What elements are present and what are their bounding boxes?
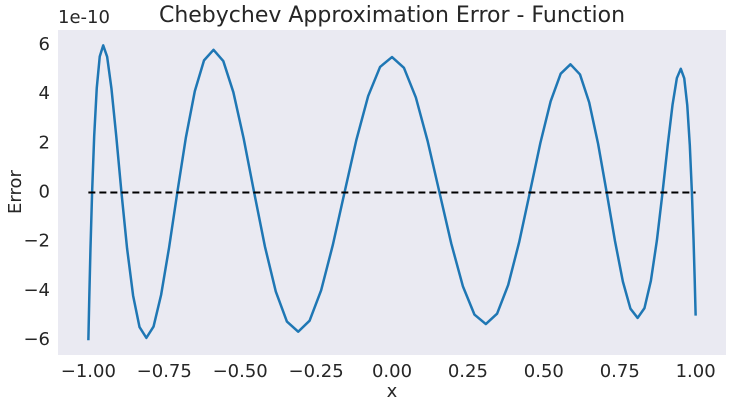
y-tick-label: −6 xyxy=(23,329,50,350)
x-tick-label: 1.00 xyxy=(676,361,716,382)
x-tick-label: −0.50 xyxy=(213,361,268,382)
y-tick-label: 2 xyxy=(39,132,50,153)
y-tick-label: 4 xyxy=(39,83,50,104)
x-tick-label: 0.25 xyxy=(448,361,488,382)
x-tick-label: −0.75 xyxy=(137,361,192,382)
y-axis-label: Error xyxy=(5,169,26,213)
y-tick-label: 6 xyxy=(39,34,50,55)
x-tick-label: −1.00 xyxy=(61,361,116,382)
x-tick-label: −0.25 xyxy=(289,361,344,382)
x-tick-label: 0.50 xyxy=(524,361,564,382)
x-tick-label: 0.75 xyxy=(600,361,640,382)
offset-label: 1e-10 xyxy=(58,7,110,28)
x-tick-label: 0.00 xyxy=(372,361,412,382)
y-tick-label: −2 xyxy=(23,231,50,252)
error-line xyxy=(87,44,697,341)
x-axis-label: x xyxy=(387,381,398,402)
chart-title: Chebychev Approximation Error - Function xyxy=(159,3,625,28)
y-tick-label: 0 xyxy=(39,182,50,203)
y-tick-label: −4 xyxy=(23,280,50,301)
